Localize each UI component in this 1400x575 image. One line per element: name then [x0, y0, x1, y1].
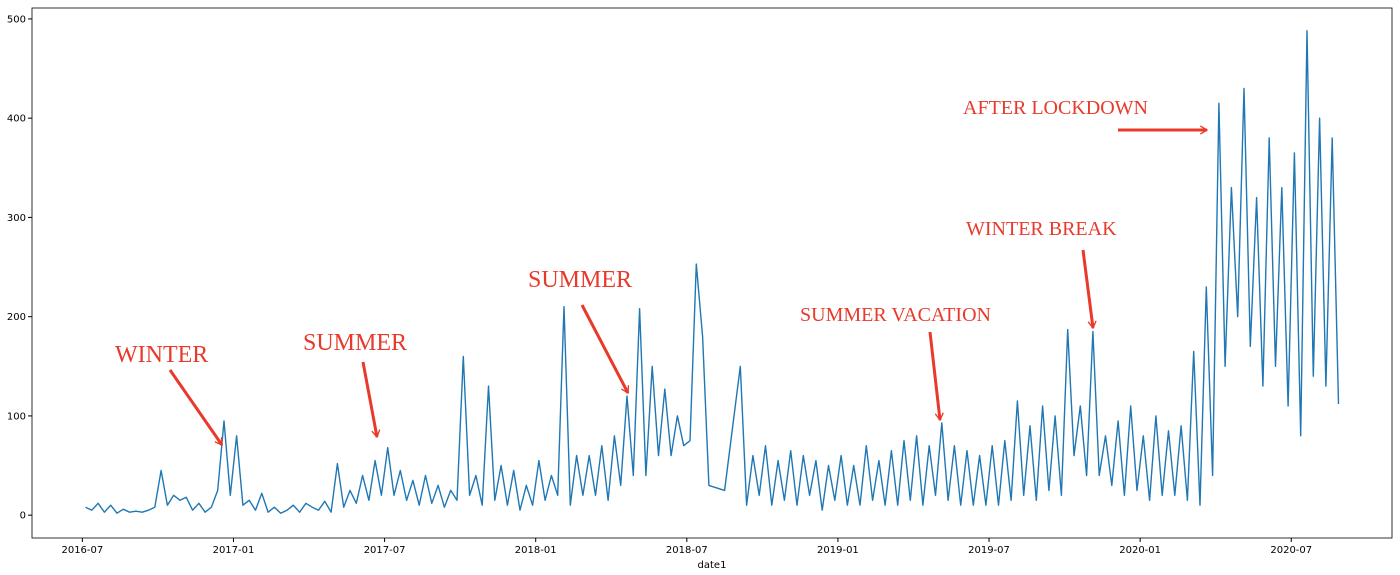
y-tick-label: 300	[7, 213, 26, 224]
x-tick-label: 2016-07	[61, 545, 103, 556]
annotation: WINTER	[115, 342, 208, 368]
plot-frame	[31, 7, 1393, 539]
x-tick-label: 2020-07	[1270, 545, 1312, 556]
arrow	[168, 369, 224, 445]
annotation: AFTER LOCKDOWN	[963, 97, 1148, 119]
plot-area	[85, 30, 1340, 514]
x-tick-label: 2019-07	[968, 545, 1010, 556]
annotation: SUMMER VACATION	[800, 304, 991, 326]
y-tick-label: 400	[7, 114, 26, 125]
annotation: SUMMER	[303, 330, 407, 356]
x-axis-label: date1	[698, 560, 727, 571]
x-tick-label: 2018-01	[515, 545, 557, 556]
x-tick-label: 2017-01	[213, 545, 255, 556]
x-tick-label: 2020-01	[1119, 545, 1161, 556]
arrow	[580, 304, 630, 393]
arrow	[1081, 249, 1093, 328]
y-tick-label: 500	[7, 14, 26, 25]
y-tick-label: 100	[7, 411, 26, 422]
annotation: WINTER BREAK	[966, 218, 1117, 240]
x-tick-label: 2017-07	[364, 545, 406, 556]
annotation: SUMMER	[528, 267, 632, 293]
x-tick-label: 2019-01	[817, 545, 859, 556]
x-tick-label: 2018-07	[666, 545, 708, 556]
y-tick-label: 0	[20, 511, 26, 522]
arrow	[928, 331, 940, 420]
arrow	[361, 361, 377, 437]
y-tick-label: 200	[7, 312, 26, 323]
data-line	[85, 30, 1340, 514]
